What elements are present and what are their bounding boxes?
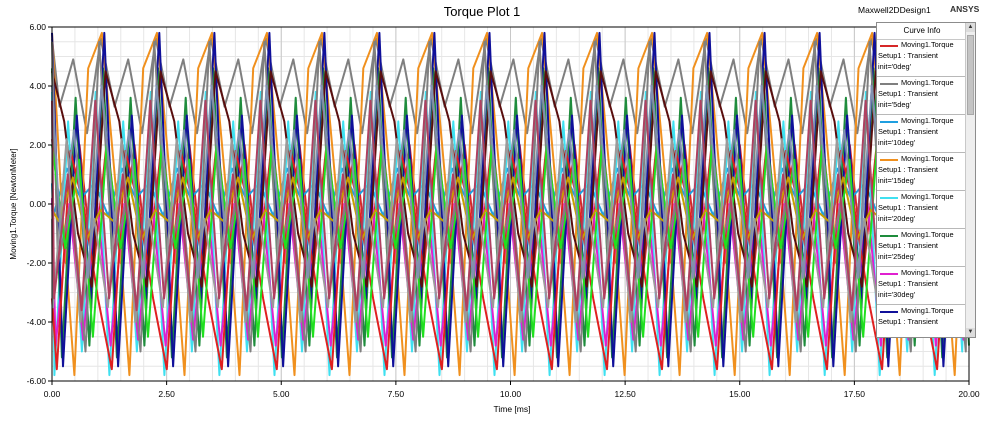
legend-item[interactable]: Moving1.Torque Setup1 : Transient init='15…	[877, 153, 967, 191]
x-tick-label: 15.00	[729, 389, 751, 399]
legend-param: init='0deg'	[878, 62, 912, 71]
legend-name: Moving1.Torque	[901, 306, 954, 315]
legend-param: init='10deg'	[878, 138, 916, 147]
legend-swatch	[880, 45, 898, 47]
legend-swatch	[880, 235, 898, 237]
legend-item[interactable]: Moving1.Torque Setup1 : Transient init='5d…	[877, 77, 967, 115]
chart-title: Torque Plot 1	[444, 4, 521, 19]
scroll-up-icon[interactable]: ▲	[966, 23, 975, 32]
scroll-thumb[interactable]	[967, 35, 974, 115]
legend-title: Curve Info	[877, 23, 967, 40]
legend-item[interactable]: Moving1.Torque Setup1 : Transient init='0d…	[877, 39, 967, 77]
legend-setup: Setup1 : Transient	[878, 317, 938, 326]
legend-name: Moving1.Torque	[901, 230, 954, 239]
ansys-logo: ANSYS	[950, 4, 980, 14]
x-tick-label: 10.00	[500, 389, 522, 399]
x-tick-label: 12.50	[614, 389, 636, 399]
x-axis-label: Time [ms]	[494, 404, 531, 414]
x-tick-label: 2.50	[158, 389, 175, 399]
legend-setup: Setup1 : Transient	[878, 279, 938, 288]
legend-item[interactable]: Moving1.Torque Setup1 : Transient init='10…	[877, 115, 967, 153]
legend-name: Moving1.Torque	[901, 78, 954, 87]
legend-swatch	[880, 121, 898, 123]
legend-name: Moving1.Torque	[901, 116, 954, 125]
y-tick-label: 4.00	[29, 81, 46, 91]
legend-param: init='15deg'	[878, 176, 916, 185]
series-line-16	[51, 99, 970, 312]
legend-item[interactable]: Moving1.Torque Setup1 : Transient init='25…	[877, 229, 967, 267]
y-tick-label: 6.00	[29, 22, 46, 32]
x-tick-label: 7.50	[388, 389, 405, 399]
y-tick-label: 0.00	[29, 199, 46, 209]
legend-list[interactable]: Moving1.Torque Setup1 : Transient init='0d…	[877, 39, 967, 337]
legend-setup: Setup1 : Transient	[878, 127, 938, 136]
legend-item[interactable]: Moving1.Torque Setup1 : Transient	[877, 305, 967, 337]
y-tick-label: -4.00	[27, 317, 47, 327]
legend-param: init='25deg'	[878, 252, 916, 261]
y-tick-label: -6.00	[27, 376, 47, 386]
legend-name: Moving1.Torque	[901, 154, 954, 163]
series-line-15	[51, 85, 970, 279]
legend-item[interactable]: Moving1.Torque Setup1 : Transient init='20…	[877, 191, 967, 229]
legend-param: init='30deg'	[878, 290, 916, 299]
legend-item[interactable]: Moving1.Torque Setup1 : Transient init='30…	[877, 267, 967, 305]
y-axis-label: Moving1.Torque [NewtonMeter]	[9, 148, 18, 259]
scroll-down-icon[interactable]: ▼	[966, 328, 975, 337]
legend-swatch	[880, 83, 898, 85]
y-tick-label: 2.00	[29, 140, 46, 150]
legend-param: init='20deg'	[878, 214, 916, 223]
legend-swatch	[880, 159, 898, 161]
legend-setup: Setup1 : Transient	[878, 89, 938, 98]
legend-name: Moving1.Torque	[901, 192, 954, 201]
legend-swatch	[880, 273, 898, 275]
legend-swatch	[880, 311, 898, 313]
y-tick-label: -2.00	[27, 258, 47, 268]
legend-scrollbar[interactable]: ▲ ▼	[965, 23, 975, 337]
series-line-14	[51, 138, 970, 323]
series-line-4	[51, 31, 970, 377]
legend-name: Moving1.Torque	[901, 268, 954, 277]
legend-setup: Setup1 : Transient	[878, 51, 938, 60]
series-line-3	[51, 167, 970, 217]
legend-swatch	[880, 197, 898, 199]
legend-setup: Setup1 : Transient	[878, 203, 938, 212]
legend-param: init='5deg'	[878, 100, 912, 109]
x-tick-label: 0.00	[44, 389, 61, 399]
legend-setup: Setup1 : Transient	[878, 165, 938, 174]
x-tick-label: 20.00	[958, 389, 980, 399]
x-tick-label: 5.00	[273, 389, 290, 399]
legend: Curve Info Moving1.Torque Setup1 : Transi…	[876, 22, 976, 338]
x-tick-label: 17.50	[844, 389, 866, 399]
design-name: Maxwell2DDesign1	[858, 5, 931, 15]
legend-name: Moving1.Torque	[901, 40, 954, 49]
legend-setup: Setup1 : Transient	[878, 241, 938, 250]
